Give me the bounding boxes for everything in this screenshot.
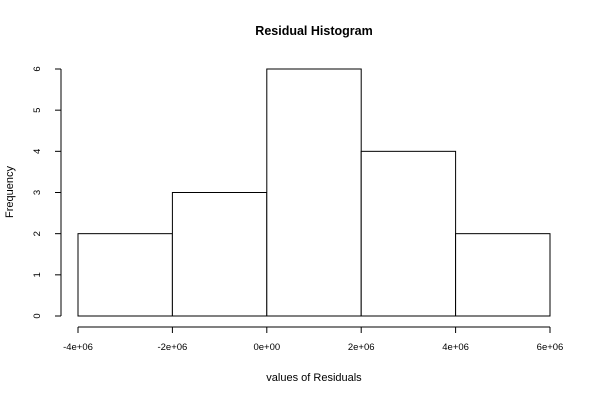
y-tick-label: 5 <box>32 108 43 113</box>
bars-group <box>77 68 551 317</box>
x-axis-label: values of Residuals <box>266 372 362 384</box>
histogram-bar-2 <box>171 192 268 317</box>
y-tick-label: 0 <box>32 313 43 318</box>
y-axis: 0 1 2 3 4 5 6 <box>32 66 62 319</box>
y-tick-label: 3 <box>32 190 43 195</box>
histogram-bar-3 <box>266 68 362 317</box>
x-tick-label: 0e+00 <box>253 342 280 353</box>
y-tick-label: 4 <box>32 149 43 154</box>
x-tick-label: 2e+06 <box>348 342 375 353</box>
x-axis: -4e+06 -2e+06 0e+00 2e+06 4e+06 6e+06 <box>63 326 564 353</box>
y-axis-label: Frequency <box>4 166 16 218</box>
y-tick-label: 2 <box>32 231 43 236</box>
y-tick-label: 6 <box>32 66 43 71</box>
chart-title: Residual Histogram <box>255 24 372 38</box>
histogram-bar-5 <box>455 233 551 317</box>
histogram-bar-1 <box>77 233 173 317</box>
x-tick-label: 6e+06 <box>537 342 564 353</box>
x-tick-label: -2e+06 <box>157 342 187 353</box>
x-tick-label: 4e+06 <box>442 342 469 353</box>
x-tick-label: -4e+06 <box>63 342 93 353</box>
histogram-bar-4 <box>360 150 457 317</box>
y-tick-label: 1 <box>32 272 43 277</box>
